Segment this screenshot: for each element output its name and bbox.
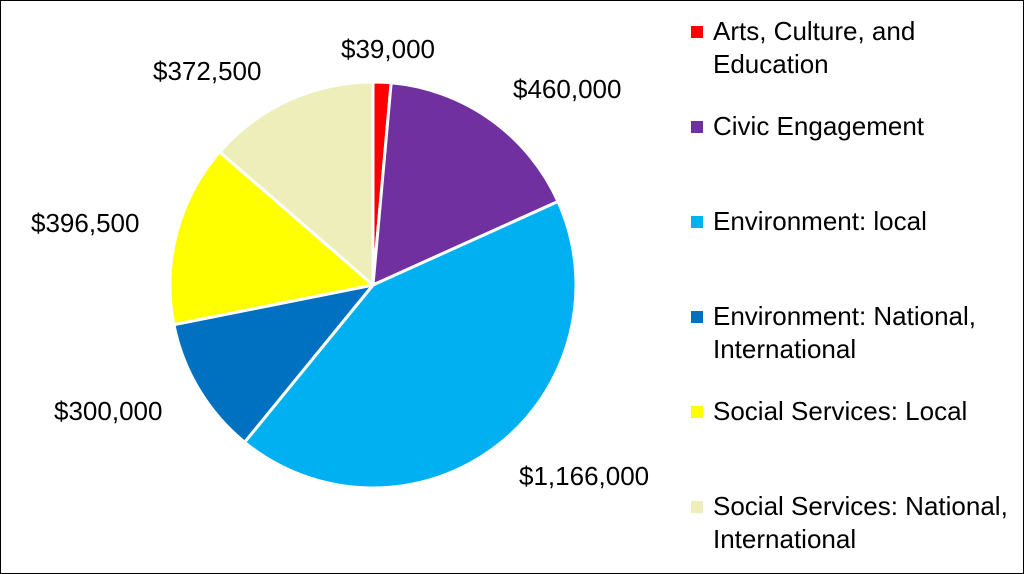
legend-label-5: Social Services: Local: [713, 396, 968, 426]
legend-swatch-3: [691, 216, 703, 228]
data-label-1: $39,000: [341, 34, 435, 64]
legend-swatch-5: [691, 406, 703, 418]
legend-label-6: Social Services: National, International: [713, 491, 1008, 554]
legend-item-1: Arts, Culture, and Education: [691, 15, 1013, 81]
legend-item-5: Social Services: Local: [691, 395, 1013, 428]
pie-chart: [168, 80, 578, 490]
legend-swatch-4: [691, 311, 703, 323]
legend-label-1: Arts, Culture, and Education: [713, 16, 916, 79]
data-label-6: $372,500: [153, 56, 262, 86]
pie-slice-2: [371, 81, 560, 287]
data-label-3: $1,166,000: [519, 461, 650, 491]
data-label-4: $300,000: [54, 396, 163, 426]
legend-label-3: Environment: local: [713, 206, 927, 236]
pie-slice-4: [172, 283, 375, 444]
legend-item-2: Civic Engagement: [691, 110, 1013, 143]
legend-swatch-1: [691, 26, 703, 38]
legend-label-2: Civic Engagement: [713, 111, 924, 141]
legend-swatch-6: [691, 501, 703, 513]
legend-label-4: Environment: National, International: [713, 301, 977, 364]
pie-slice-3: [243, 199, 578, 490]
data-label-2: $460,000: [513, 74, 622, 104]
legend-item-4: Environment: National, International: [691, 300, 1013, 366]
legend-item-3: Environment: local: [691, 205, 1013, 238]
pie-slice-5: [168, 150, 375, 327]
pie-slice-6: [218, 80, 375, 287]
data-label-5: $396,500: [31, 208, 140, 238]
legend-item-6: Social Services: National, International: [691, 490, 1013, 556]
legend-swatch-2: [691, 121, 703, 133]
